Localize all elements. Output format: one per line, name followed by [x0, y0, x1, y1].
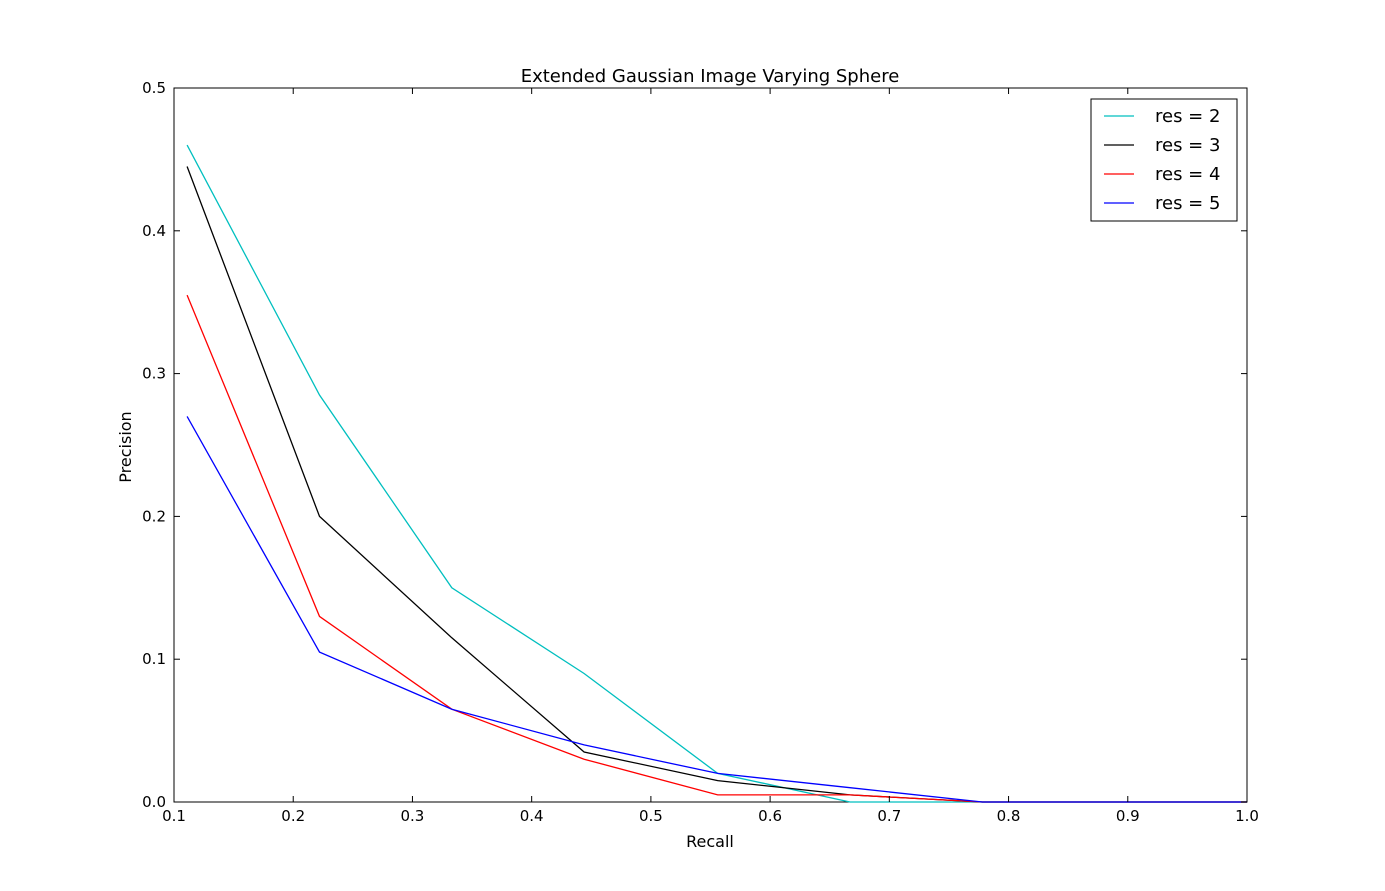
legend-box [1090, 98, 1238, 222]
x-tick-label-7: 0.8 [997, 807, 1021, 825]
plot-area [173, 87, 1248, 803]
x-tick-label-3: 0.4 [520, 807, 544, 825]
legend-label-2: res = 4 [1155, 164, 1220, 185]
ticks-layer [173, 87, 1248, 803]
plot-frame [173, 87, 1248, 803]
y-tick-label-2: 0.2 [142, 507, 166, 525]
x-tick-label-2: 0.3 [401, 807, 425, 825]
x-tick-labels: 0.1 0.2 0.3 0.4 0.5 0.6 0.7 0.8 0.9 1.0 [162, 807, 1259, 825]
legend: res = 2 res = 3 res = 4 res = 5 [1090, 98, 1238, 222]
y-tick-label-1: 0.1 [142, 650, 166, 668]
x-tick-label-0: 0.1 [162, 807, 186, 825]
legend-label-1: res = 3 [1155, 135, 1220, 156]
y-axis-label: Precision [116, 411, 135, 482]
x-tick-label-4: 0.5 [639, 807, 663, 825]
x-axis-label: Recall [686, 832, 734, 851]
y-tick-label-3: 0.3 [142, 365, 166, 383]
y-tick-label-5: 0.5 [142, 79, 166, 97]
x-tick-label-1: 0.2 [281, 807, 305, 825]
x-tick-label-9: 1.0 [1235, 807, 1259, 825]
legend-label-0: res = 2 [1155, 106, 1220, 127]
y-tick-label-0: 0.0 [142, 793, 166, 811]
legend-items: res = 2 res = 3 res = 4 res = 5 [1104, 106, 1220, 214]
series-line-res-5 [186, 416, 1247, 803]
x-tick-label-5: 0.6 [758, 807, 782, 825]
series-layer [186, 144, 1247, 803]
chart-title: Extended Gaussian Image Varying Sphere [521, 66, 900, 87]
x-tick-label-8: 0.9 [1116, 807, 1140, 825]
y-tick-label-4: 0.4 [142, 222, 166, 240]
x-tick-label-6: 0.7 [877, 807, 901, 825]
legend-label-3: res = 5 [1155, 193, 1220, 214]
y-tick-labels: 0.0 0.1 0.2 0.3 0.4 0.5 [142, 79, 166, 811]
